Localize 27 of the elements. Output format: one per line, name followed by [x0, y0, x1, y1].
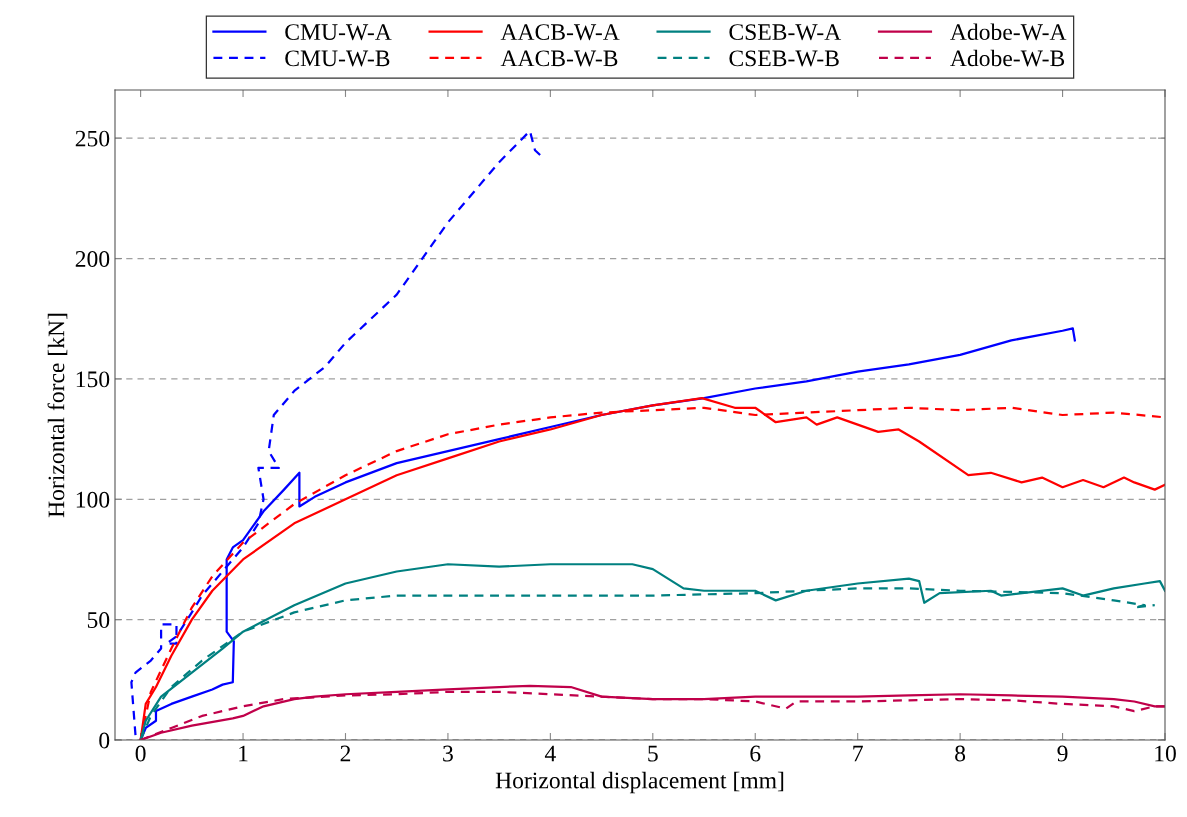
x-tick-label: 5	[648, 745, 658, 762]
legend-label: AACB-W-B	[500, 50, 618, 67]
x-tick-label: 8	[955, 745, 966, 762]
x-tick-label: 4	[544, 745, 556, 762]
y-tick-label: 200	[75, 251, 110, 267]
y-tick-label: 0	[99, 732, 110, 749]
legend-label: CSEB-W-A	[729, 24, 842, 41]
x-axis-title: Horizontal displacement [mm]	[495, 771, 784, 794]
legend-label: CMU-W-B	[285, 50, 390, 67]
x-tick-label: 7	[853, 745, 863, 762]
y-axis-title: Horizontal force [kN]	[47, 313, 68, 518]
x-tick-label: 9	[1057, 745, 1068, 762]
x-tick-label: 1	[239, 745, 248, 762]
legend-label: Adobe-W-B	[950, 49, 1065, 67]
x-tick-label: 3	[443, 745, 453, 762]
y-tick-label: 150	[76, 371, 110, 388]
legend-label: CMU-W-A	[285, 24, 392, 41]
y-tick-label: 100	[76, 491, 110, 508]
x-tick-label: 2	[340, 745, 351, 762]
x-tick-label: 0	[135, 745, 146, 762]
legend-label: CSEB-W-B	[729, 50, 839, 67]
x-tick-label: 10	[1155, 745, 1176, 762]
legend-label: AACB-W-A	[500, 24, 620, 41]
x-tick-label: 6	[750, 745, 761, 762]
y-tick-label: 250	[75, 130, 110, 147]
y-tick-label: 50	[87, 612, 110, 629]
legend-label: Adobe-W-A	[950, 23, 1067, 41]
